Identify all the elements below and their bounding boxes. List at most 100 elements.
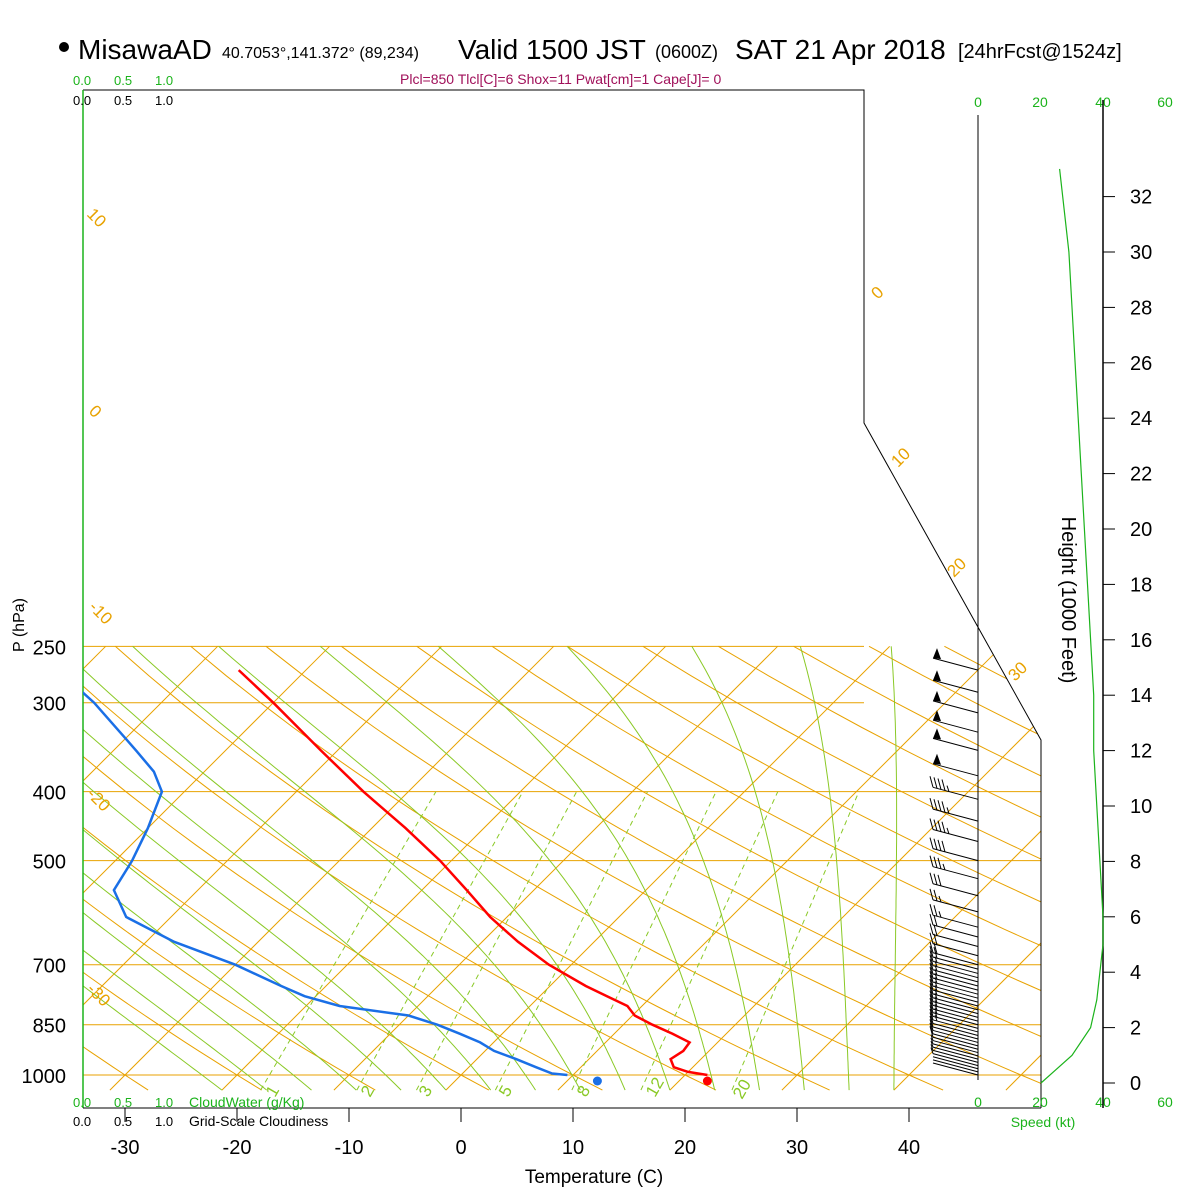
wind-barb [932, 1059, 979, 1073]
moist-adiabat--16 [83, 645, 268, 1091]
mixing-ratio-line-20 [731, 791, 860, 1091]
mixing-ratio-label-2: 2 [357, 1082, 378, 1100]
cloudwater-top-tick-0: 0.0 [73, 73, 91, 88]
isotherm-30 [781, 645, 1041, 1091]
wind-barb [929, 776, 979, 800]
cloudwater-bottom-tick-1: 0.5 [114, 1095, 132, 1110]
pressure-labels: 250 300 400 500 700 850 1000 [22, 637, 67, 1088]
dry-adiabat-130 [868, 645, 1041, 1091]
isotherm-label--20: -20 [83, 784, 114, 815]
valid-time: Valid 1500 JST [458, 34, 646, 65]
wind-barb [929, 982, 979, 1007]
moist-adiabat-28 [566, 645, 760, 1091]
height-tick-label-26: 26 [1130, 353, 1152, 375]
plot-frame [83, 89, 1042, 1108]
mixing-ratio-line-3 [416, 791, 578, 1091]
moist-adiabat-36 [799, 646, 850, 1091]
wind-barb [929, 975, 979, 999]
wind-barb [932, 1062, 979, 1076]
speed-bottom-tick-1: 20 [1032, 1094, 1048, 1110]
station-coords: 40.7053°,141.372° (89,234) [222, 45, 419, 62]
dry-adiabat-50 [265, 645, 1041, 1091]
moist-adiabat-24 [437, 645, 716, 1091]
wind-barb [929, 990, 979, 1015]
wind-barb [929, 997, 979, 1022]
isotherm--60 [83, 645, 219, 1091]
cloudiness-bottom-tick-2: 1.0 [155, 1114, 173, 1129]
temperature-tick-label--10: -10 [335, 1137, 364, 1159]
temperature-line [237, 669, 708, 1077]
mixing-ratio-label-12: 12 [642, 1074, 668, 1100]
isotherm--50 [83, 645, 331, 1091]
speed-top-tick-1: 20 [1032, 94, 1048, 110]
pressure-label-500: 500 [33, 852, 66, 874]
wind-barb [932, 1056, 979, 1070]
dry-adiabat--30 [83, 646, 149, 1091]
temperature-ticks: -30 -20 -10 0 10 20 30 40 [111, 1108, 920, 1159]
speed-label: Speed (kt) [1011, 1114, 1076, 1130]
wind-barb [930, 1034, 979, 1054]
moist-adiabat--8 [83, 645, 357, 1091]
wind-barb [932, 710, 979, 733]
cloudiness-label: Grid-Scale Cloudiness [189, 1113, 328, 1129]
dry-adiabat-30 [114, 645, 830, 1091]
mixing-ratio-line-2 [356, 791, 524, 1091]
wind-barb [929, 1005, 979, 1029]
cloudwater-top-tick-1: 0.5 [114, 73, 132, 88]
wind-barb [930, 1040, 979, 1060]
dry-adiabat-170 [1171, 646, 1200, 1090]
dry-adiabat-10 [83, 645, 603, 1091]
pressure-label-700: 700 [33, 956, 66, 978]
dry-adiabat-0 [83, 645, 490, 1091]
pressure-label-300: 300 [33, 694, 66, 716]
dry-adiabat-140 [944, 645, 1041, 1091]
height-tick-label-24: 24 [1130, 408, 1152, 430]
speed-top-tick-0: 0 [974, 94, 982, 110]
wind-barb [929, 904, 979, 928]
wind-barb [930, 1044, 979, 1063]
background-lines [83, 645, 1200, 1091]
dry-adiabat--10 [83, 645, 376, 1091]
moist-adiabat-32 [691, 646, 805, 1091]
wind-barb [929, 872, 979, 897]
cloudwater-bottom-tick-0: 0.0 [73, 1095, 91, 1110]
dry-adiabat-label-0: 0 [867, 283, 887, 303]
moist-adiabat-16 [218, 645, 626, 1091]
height-tick-label-14: 14 [1130, 685, 1152, 707]
dry-adiabat-110 [718, 645, 1041, 1091]
height-tick-label-30: 30 [1130, 242, 1152, 264]
height-tick-label-22: 22 [1130, 464, 1152, 486]
wind-barb [929, 798, 979, 822]
moist-adiabat-8 [83, 645, 536, 1091]
dry-adiabat-90 [567, 645, 1041, 1091]
cloudiness-top-tick-2: 1.0 [155, 93, 173, 108]
temperature-axis-label: Temperature (C) [525, 1167, 663, 1188]
speed-bottom-tick-3: 60 [1157, 1094, 1173, 1110]
wind-barb [932, 690, 979, 714]
isotherm--40 [83, 645, 443, 1091]
isotherm-label-0: 0 [85, 401, 105, 421]
wind-barb [930, 1037, 979, 1057]
wind-barb [929, 994, 979, 1018]
height-tick-label-0: 0 [1130, 1073, 1141, 1095]
station-dot-icon [59, 42, 69, 52]
pressure-label-850: 850 [33, 1016, 66, 1038]
dry-adiabat-160 [1095, 646, 1200, 1090]
wind-barb [929, 888, 979, 913]
height-tick-label-10: 10 [1130, 796, 1152, 818]
pressure-label-1000: 1000 [22, 1066, 67, 1088]
wind-barb [929, 818, 979, 843]
height-tick-label-8: 8 [1130, 851, 1141, 873]
moist-adiabat--12 [83, 645, 312, 1091]
surface-temperature-dot [702, 1076, 712, 1086]
speed-bottom-tick-0: 0 [974, 1094, 982, 1110]
wind-barb [929, 855, 979, 880]
height-tick-label-18: 18 [1130, 574, 1152, 596]
valid-zulu: (0600Z) [655, 42, 718, 62]
moist-adiabat-4 [83, 645, 492, 1091]
height-tick-label-12: 12 [1130, 741, 1152, 763]
cloudiness-bottom-tick-1: 0.5 [114, 1114, 132, 1129]
moist-adiabat-12 [132, 645, 581, 1091]
